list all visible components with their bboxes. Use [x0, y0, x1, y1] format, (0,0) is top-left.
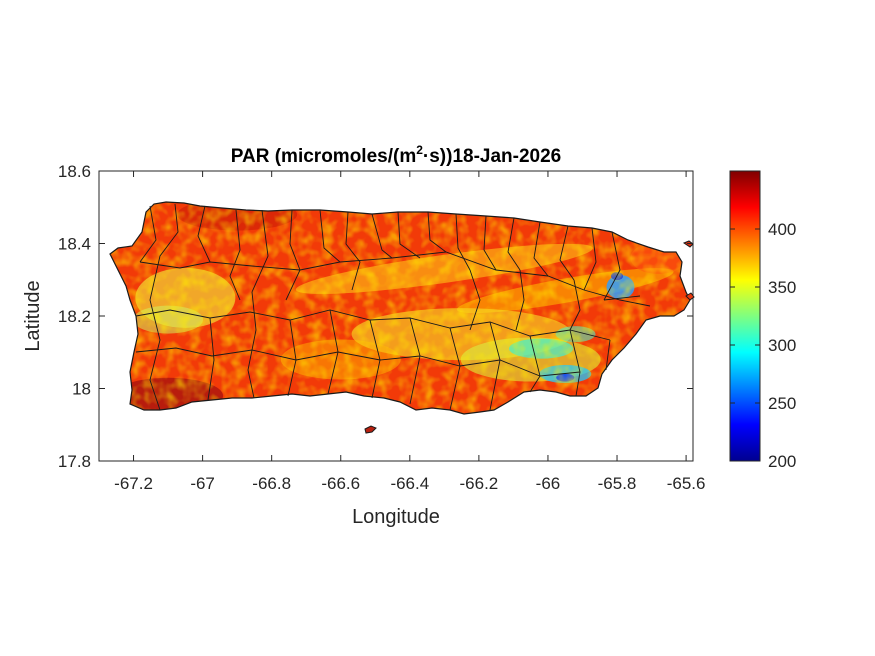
y-tick-label: 17.8 — [58, 452, 91, 471]
municipality-border — [533, 221, 549, 277]
title-superscript: 2 — [416, 143, 423, 157]
municipality-border — [515, 269, 525, 331]
municipality-border — [139, 251, 651, 307]
municipality-border — [559, 225, 575, 281]
culebra-fragment — [685, 292, 695, 301]
municipality-border — [427, 211, 447, 253]
municipality-border — [247, 291, 257, 399]
x-tick-label: -67 — [190, 474, 215, 493]
municipality-border — [483, 215, 497, 271]
x-tick-label: -65.6 — [667, 474, 706, 493]
municipality-border — [603, 231, 621, 301]
municipality-borders — [135, 203, 651, 411]
municipality-border — [345, 211, 361, 291]
municipality-border — [605, 339, 611, 371]
municipality-border — [319, 209, 341, 263]
colorbar-tick-label: 350 — [768, 278, 796, 297]
municipality-border — [197, 205, 211, 263]
x-tick-label: -66.4 — [390, 474, 429, 493]
municipality-border — [229, 209, 241, 301]
municipality-border — [369, 319, 381, 399]
municipality-border — [569, 329, 581, 397]
x-tick-label: -65.8 — [598, 474, 637, 493]
colorbar-tick-label: 400 — [768, 220, 796, 239]
y-tick-label: 18 — [72, 380, 91, 399]
y-tick-label: 18.4 — [58, 235, 91, 254]
caja-de-muertos-island — [364, 425, 377, 434]
municipality-border — [287, 319, 297, 397]
municipality-border — [371, 213, 393, 259]
municipality-border — [603, 295, 641, 301]
municipality-border — [489, 321, 501, 411]
colorbar-ticks: 200 250 300 350 400 — [730, 220, 796, 471]
colorbar-tick-label: 200 — [768, 452, 796, 471]
x-axis-ticks: -67.2 -67 -66.8 -66.6 -66.4 -66.2 -66 -65.8 -65.… — [114, 171, 705, 493]
municipality-border — [207, 317, 215, 401]
municipality-border — [583, 227, 597, 291]
x-tick-label: -67.2 — [114, 474, 153, 493]
x-tick-label: -66 — [536, 474, 561, 493]
municipality-border — [327, 309, 339, 395]
x-tick-label: -66.2 — [460, 474, 499, 493]
municipality-border — [455, 213, 471, 271]
y-axis-ticks: 17.8 18 18.2 18.4 18.6 — [58, 162, 693, 471]
x-axis-label: Longitude — [352, 506, 440, 528]
municipality-border — [149, 203, 179, 301]
x-tick-label: -66.8 — [252, 474, 291, 493]
colorbar-tick-label: 300 — [768, 336, 796, 355]
title-suffix: ·s))18-Jan-2026 — [423, 146, 561, 167]
municipality-border — [251, 209, 269, 293]
x-tick-label: -66.6 — [321, 474, 360, 493]
colorbar — [729, 170, 761, 462]
municipality-border — [569, 279, 581, 331]
municipality-border — [449, 327, 461, 411]
municipality-border — [529, 335, 541, 393]
municipality-border — [409, 317, 421, 405]
y-tick-label: 18.6 — [58, 162, 91, 181]
municipality-border — [397, 211, 421, 259]
y-axis-label: Latitude — [22, 280, 44, 351]
municipality-border — [149, 299, 161, 411]
y-tick-label: 18.2 — [58, 307, 91, 326]
municipality-border — [135, 347, 581, 377]
municipality-border — [285, 209, 301, 301]
colorbar-tick-label: 250 — [768, 394, 796, 413]
municipality-border — [469, 269, 481, 331]
municipality-border — [507, 217, 521, 271]
municipality-border — [139, 205, 157, 263]
title-prefix: PAR (micromoles/(m — [231, 146, 416, 167]
chart-title: PAR (micromoles/(m2·s))18-Jan-2026 — [231, 143, 562, 167]
